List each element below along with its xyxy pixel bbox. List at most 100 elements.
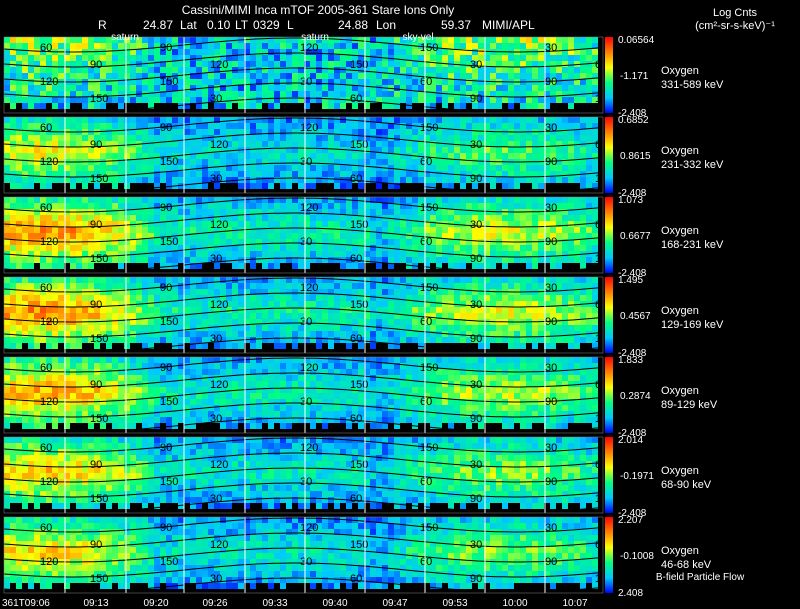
contour-label: 150 <box>420 42 438 54</box>
contour-label: 150 <box>420 282 438 294</box>
time-grid-lines <box>64 117 546 193</box>
contour-label: 60 <box>40 202 52 214</box>
panel-oxygen-129-169-kev: 60 90 120 150 90 120 150 30 120 150 30 60 150 30 60 90 3… <box>3 275 724 359</box>
l-value: 24.88 <box>338 18 368 32</box>
contour-label: 150 <box>420 442 438 454</box>
saturn-marker: saturn <box>301 32 329 43</box>
contour-label: 150 <box>90 333 108 345</box>
colorbar <box>605 277 613 353</box>
pitch-angle-contours <box>3 437 599 513</box>
contour-label: 30 <box>210 253 222 265</box>
contour-label: 90 <box>470 253 482 265</box>
contour-label: 60 <box>420 396 432 408</box>
colorbar-mid: -0.1008 <box>620 551 654 562</box>
contour-label: 60 <box>40 122 52 134</box>
contour-label: 30 <box>210 413 222 425</box>
contour-label: 120 <box>300 202 318 214</box>
contour-label: 60 <box>350 93 362 105</box>
contour-label: 90 <box>90 459 102 471</box>
x-tick-label: 10:07 <box>562 598 587 609</box>
contour-label: 90 <box>545 76 557 88</box>
contour-label: 90 <box>160 202 172 214</box>
colorbar-max: 2.207 <box>618 515 643 526</box>
contour-label: 150 <box>350 139 368 151</box>
contour-label: 60 <box>595 299 607 311</box>
contour-labels: 60 90 120 150 90 120 150 30 120 150 30 60 150 30 60 90 3… <box>40 282 613 345</box>
colorbar-mid: -1.171 <box>620 71 649 82</box>
contour-label: 90 <box>545 396 557 408</box>
energy-range-label: 331-589 keV <box>661 79 724 91</box>
contour-label: 90 <box>90 379 102 391</box>
x-tick-label: 10:00 <box>502 598 527 609</box>
time-grid-lines <box>64 437 546 513</box>
contour-label: 120 <box>40 316 58 328</box>
contour-label: 30 <box>470 299 482 311</box>
contour-label: 30 <box>470 459 482 471</box>
contour-label: 150 <box>90 413 108 425</box>
panel-oxygen-168-231-kev: 60 90 120 150 90 120 150 30 120 150 30 60 150 30 60 90 3… <box>3 195 724 279</box>
x-tick-label: 09:53 <box>442 598 467 609</box>
contour-label: 60 <box>40 42 52 54</box>
time-grid-lines <box>64 357 546 433</box>
panel-oxygen-331-589-kev: 60 90 120 150 90 120 150 30 120 150 30 60 150 30 60 90 3… <box>3 35 724 119</box>
contour-label: 60 <box>595 219 607 231</box>
contour-label: 30 <box>545 42 557 54</box>
units-label: Log Cnts <box>713 7 758 19</box>
colorbar-min: -2.408 <box>618 348 647 359</box>
contour-label: 60 <box>595 459 607 471</box>
contour-label: 60 <box>595 539 607 551</box>
contour-label: 60 <box>40 442 52 454</box>
contour-label: 120 <box>40 556 58 568</box>
colorbar-min: -2.408 <box>618 428 647 439</box>
lat-value: 0.10 <box>207 18 231 32</box>
colorbar-min: -2.408 <box>618 508 647 519</box>
contour-label: 90 <box>545 476 557 488</box>
time-grid-lines <box>64 517 546 593</box>
contour-label: 30 <box>300 396 312 408</box>
contour-label: 90 <box>470 93 482 105</box>
species-label: Oxygen <box>661 65 699 77</box>
panel-oxygen-231-332-kev: 60 90 120 150 90 120 150 30 120 150 30 60 150 30 60 90 3… <box>3 115 724 199</box>
x-tick-label: 09:13 <box>83 598 108 609</box>
contour-label: 120 <box>300 362 318 374</box>
panel-frame <box>3 116 604 194</box>
saturn-markers: saturn saturn sky-vel <box>111 32 433 43</box>
contour-label: 30 <box>545 282 557 294</box>
saturn-marker: saturn <box>111 32 139 43</box>
r-label: R <box>98 18 107 32</box>
contour-label: 150 <box>160 316 178 328</box>
energy-range-label: 46-68 keV <box>661 559 712 571</box>
contour-labels: 60 90 120 150 90 120 150 30 120 150 30 60 150 30 60 90 3… <box>40 122 613 185</box>
contour-label: 60 <box>595 379 607 391</box>
contour-label: 120 <box>300 122 318 134</box>
contour-label: 30 <box>210 173 222 185</box>
contour-label: 30 <box>300 236 312 248</box>
energy-range-label: 231-332 keV <box>661 159 724 171</box>
contour-label: 120 <box>300 442 318 454</box>
contour-label: 150 <box>350 59 368 71</box>
contour-label: 150 <box>90 573 108 585</box>
species-label: Oxygen <box>661 545 699 557</box>
pitch-angle-contours <box>3 197 599 273</box>
contour-label: 30 <box>470 59 482 71</box>
panel-frame <box>3 436 604 514</box>
contour-label: 90 <box>470 173 482 185</box>
energy-range-label: 89-129 keV <box>661 399 718 411</box>
units-sub-label: (cm²-sr-s-keV)⁻¹ <box>695 20 775 32</box>
contour-label: 150 <box>350 539 368 551</box>
contour-label: 90 <box>90 299 102 311</box>
contour-label: 150 <box>420 202 438 214</box>
contour-label: 60 <box>595 59 607 71</box>
colorbar-max: 0.6852 <box>618 115 649 126</box>
contour-label: 120 <box>210 459 228 471</box>
time-grid-lines <box>64 197 546 273</box>
pitch-angle-contours <box>3 37 599 113</box>
contour-label: 60 <box>420 316 432 328</box>
x-tick-label: 09:40 <box>322 598 347 609</box>
contour-label: 90 <box>160 122 172 134</box>
x-tick-label: 361T09:06 <box>2 598 50 609</box>
contour-label: 120 <box>40 76 58 88</box>
x-tick-label: 09:20 <box>143 598 168 609</box>
x-tick-label: 09:26 <box>202 598 227 609</box>
contour-label: 60 <box>40 362 52 374</box>
